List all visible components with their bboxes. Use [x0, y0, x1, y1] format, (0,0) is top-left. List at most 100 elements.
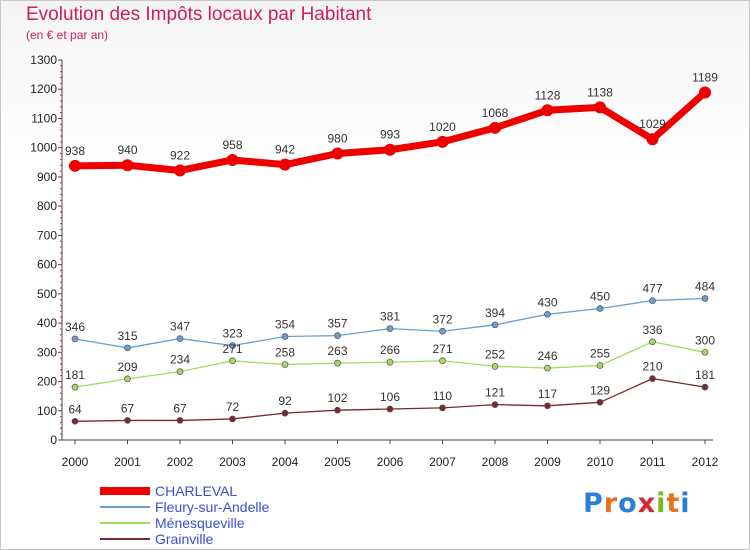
data-point [121, 159, 134, 172]
data-point [596, 362, 604, 369]
data-label: 263 [327, 344, 347, 358]
legend: CHARLEVALFleury-sur-AndelleMénesqueville… [100, 483, 270, 547]
data-label: 315 [117, 329, 137, 343]
logo-letter: P [583, 488, 604, 519]
data-label: 1138 [587, 85, 613, 99]
data-label: 477 [642, 282, 662, 296]
data-label: 117 [538, 387, 557, 401]
data-label: 940 [117, 143, 137, 157]
data-point [331, 147, 344, 160]
data-label: 430 [537, 295, 557, 309]
data-point [649, 375, 656, 382]
data-label: 92 [278, 394, 292, 408]
data-label: 102 [327, 391, 347, 405]
legend-label: Ménesqueville [155, 515, 245, 531]
data-label: 354 [275, 318, 295, 332]
data-label: 67 [121, 401, 135, 415]
data-point [541, 104, 554, 117]
y-tick-label: 600 [37, 258, 57, 272]
data-point [334, 406, 341, 414]
y-tick-label: 700 [37, 228, 57, 242]
data-point [386, 325, 394, 332]
data-label: 121 [485, 386, 505, 400]
data-point [174, 164, 186, 177]
y-tick-label: 500 [37, 287, 57, 301]
data-label: 129 [590, 383, 610, 397]
chart-title: Evolution des Impôts locaux par Habitant [26, 4, 372, 25]
x-tick-label: 2012 [692, 455, 719, 469]
data-point [69, 159, 81, 172]
data-point [544, 402, 551, 410]
data-point [386, 405, 394, 413]
data-point [439, 357, 446, 365]
data-point [596, 305, 604, 312]
data-point [701, 348, 709, 356]
logo-letter: t [666, 488, 681, 519]
data-point [649, 297, 656, 304]
x-tick-label: 2008 [482, 455, 509, 469]
data-point [544, 310, 551, 318]
data-label: 181 [65, 368, 85, 382]
data-point [124, 344, 131, 352]
data-label: 484 [695, 280, 715, 294]
data-label: 258 [275, 346, 295, 360]
data-point [279, 158, 291, 171]
x-tick-label: 2004 [272, 455, 299, 469]
data-point [491, 401, 499, 408]
data-point [124, 375, 131, 383]
data-label: 271 [432, 342, 452, 356]
data-point [229, 357, 236, 365]
data-label: 347 [170, 320, 190, 334]
data-point [649, 338, 656, 346]
data-label: 210 [642, 360, 662, 374]
series-layer: 938 940 922 958 942 980 993 1020 1068 1128 1138 102… [65, 70, 718, 425]
data-point [124, 417, 131, 424]
data-label: 252 [485, 347, 505, 361]
x-tick-label: 2000 [62, 455, 89, 469]
data-label: 234 [170, 353, 190, 367]
data-point [334, 359, 341, 367]
logo-letter: i [656, 488, 667, 519]
data-label: 67 [173, 401, 187, 415]
data-point [176, 335, 184, 342]
data-label: 300 [695, 333, 715, 347]
y-tick-label: 900 [37, 170, 57, 184]
data-point [281, 333, 289, 340]
data-label: 942 [275, 143, 295, 157]
y-tick-label: 100 [37, 404, 57, 418]
x-tick-label: 2003 [219, 455, 246, 469]
logo-letter: r [603, 488, 619, 519]
data-label: 357 [327, 317, 347, 331]
data-label: 346 [65, 320, 85, 334]
y-tick-label: 800 [37, 199, 57, 213]
x-tick-label: 2002 [167, 455, 194, 469]
data-label: 110 [433, 389, 452, 403]
axes: 0 100 200 300 400 500 600 700 800 900 1000 1100 1200… [30, 53, 718, 469]
data-label: 394 [485, 306, 505, 320]
data-point [71, 335, 79, 343]
data-label: 980 [327, 132, 347, 146]
logo-letter: i [680, 488, 691, 519]
y-tick-label: 200 [37, 375, 57, 389]
data-point [491, 321, 499, 329]
data-label: 106 [380, 390, 400, 404]
data-point [544, 364, 551, 372]
data-label: 64 [68, 402, 82, 416]
data-label: 1020 [429, 120, 456, 134]
y-tick-label: 0 [50, 433, 57, 447]
x-tick-label: 2007 [429, 455, 456, 469]
data-point [701, 295, 709, 302]
data-point [71, 417, 79, 425]
y-tick-label: 1300 [30, 53, 57, 67]
x-tick-label: 2011 [640, 455, 666, 469]
data-label: 922 [170, 148, 190, 162]
legend-label: CHARLEVAL [155, 483, 237, 499]
y-tick-label: 300 [37, 345, 57, 359]
data-label: 336 [642, 323, 662, 337]
data-label: 1189 [692, 70, 718, 84]
data-point [71, 383, 79, 391]
data-point [386, 358, 394, 366]
data-point [281, 409, 289, 417]
